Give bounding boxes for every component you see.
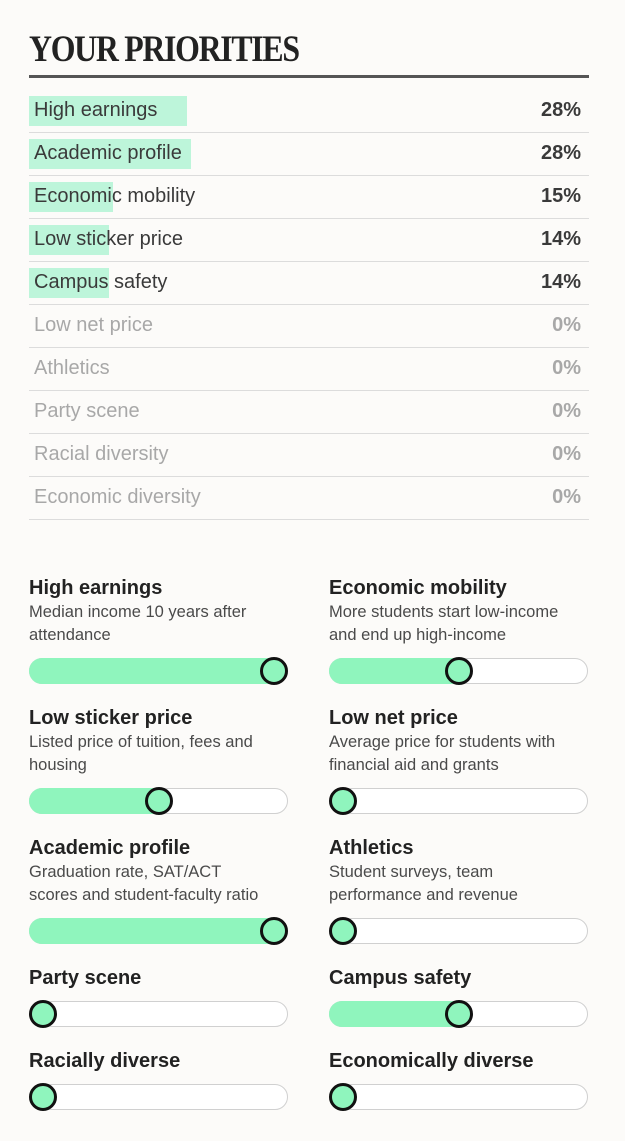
priority-label: Low net price [34,314,153,336]
slider-title: Racially diverse [29,1050,181,1072]
priority-slider-group: Racially diverse [29,1049,289,1111]
priority-label: Economic mobility [34,185,196,207]
priority-weight-bar [29,139,191,169]
priority-slider-group: Low sticker price Listed price of tuition… [29,706,289,815]
slider-title: Low net price [329,707,458,729]
slider-fill [329,658,459,684]
priority-percent: 14% [540,271,581,293]
priority-percent: 28% [540,142,581,164]
slider-fill [29,788,159,814]
priority-slider-group: Campus safety [329,966,589,1028]
priority-row: Party scene 0% [29,391,589,434]
slider-fill [29,658,274,684]
slider-description: Median income 10 years after [29,603,247,621]
slider-track[interactable] [29,657,288,685]
priority-slider-group: High earnings Median income 10 years afte… [29,576,289,685]
slider-description: performance and revenue [329,886,518,904]
slider-title: Party scene [29,967,142,989]
slider-handle[interactable] [260,917,288,945]
priority-label: Party scene [34,400,140,422]
slider-title: Athletics [329,837,414,859]
slider-handle[interactable] [444,657,473,685]
slider-title: High earnings [29,577,163,599]
priority-label: Economic diversity [34,486,201,508]
priority-percent: 0% [552,357,581,379]
priority-label: Athletics [34,357,110,379]
priority-list: High earnings 28% Academic profile 28% Econo… [29,90,589,520]
slider-track[interactable] [329,917,588,945]
title-divider [29,75,589,78]
slider-title: Low sticker price [29,707,193,729]
slider-handle[interactable] [329,1083,357,1111]
priority-row: Low net price 0% [29,305,589,348]
slider-handle[interactable] [329,787,357,815]
priority-label: Low sticker price [34,228,183,250]
priority-slider-group: Economically diverse [329,1049,589,1111]
priority-row: Athletics 0% [29,348,589,391]
priority-weight-bar [29,225,109,255]
priority-slider-group: Athletics Student surveys, team performanc… [329,836,589,945]
slider-description: More students start low-income [329,603,559,621]
priority-percent: 14% [540,228,581,250]
slider-description: and end up high-income [329,626,507,644]
priority-slider-group: Economic mobility More students start low… [329,576,589,685]
slider-track[interactable] [29,787,288,815]
slider-fill [329,1001,459,1027]
priority-row: Low sticker price 14% [29,219,589,262]
priority-label: Campus safety [34,271,168,293]
priority-label: High earnings [34,99,158,121]
slider-track[interactable] [329,657,588,685]
slider-description: housing [29,756,87,774]
priority-percent: 0% [552,486,581,508]
slider-handle[interactable] [29,1000,57,1028]
priority-row: Economic mobility 15% [29,176,589,219]
priority-percent: 28% [540,99,581,121]
slider-description: attendance [29,626,111,644]
priority-percent: 15% [540,185,581,207]
slider-track[interactable] [329,1000,588,1028]
priority-slider-group: Academic profile Graduation rate, SAT/ACT… [29,836,289,945]
slider-handle[interactable] [260,657,288,685]
slider-title: Economic mobility [329,577,507,599]
priority-percent: 0% [552,400,581,422]
slider-handle[interactable] [329,917,357,945]
page-title: YOUR PRIORITIES [29,29,300,70]
slider-track[interactable] [329,787,588,815]
priority-row: Economic diversity 0% [29,477,589,520]
slider-track[interactable] [29,1000,288,1028]
priority-weight-bar [29,182,113,212]
priority-weight-bar [29,96,187,126]
slider-description: scores and student-faculty ratio [29,886,259,904]
priority-label: Academic profile [34,142,182,164]
slider-title: Economically diverse [329,1050,534,1072]
priority-percent: 0% [552,443,581,465]
slider-description: Student surveys, team [329,863,494,881]
slider-fill [29,918,274,944]
priority-row: Racial diversity 0% [29,434,589,477]
priority-row: Campus safety 14% [29,262,589,305]
slider-description: Graduation rate, SAT/ACT [29,863,222,881]
slider-track[interactable] [29,1083,288,1111]
slider-title: Academic profile [29,837,191,859]
priority-weight-bar [29,268,109,298]
slider-description: financial aid and grants [329,756,499,774]
priority-slider-group: Party scene [29,966,289,1028]
slider-handle[interactable] [29,1083,57,1111]
priority-percent: 0% [552,314,581,336]
priority-slider-group: Low net price Average price for students … [329,706,589,815]
priority-row: Academic profile 28% [29,133,589,176]
slider-title: Campus safety [329,967,472,989]
slider-description: Average price for students with [329,733,556,751]
slider-track[interactable] [329,1083,588,1111]
slider-track[interactable] [29,917,288,945]
priority-label: Racial diversity [34,443,169,465]
slider-handle[interactable] [444,1000,473,1028]
slider-handle[interactable] [144,787,173,815]
priority-row: High earnings 28% [29,90,589,133]
slider-description: Listed price of tuition, fees and [29,733,253,751]
